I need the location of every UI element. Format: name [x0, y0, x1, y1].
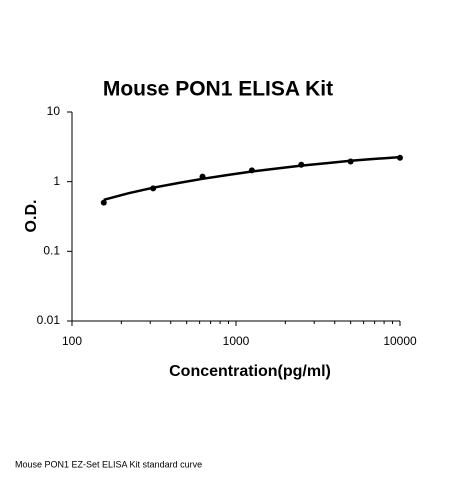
data-point: [298, 161, 305, 168]
fit-curve: [103, 155, 401, 202]
x-tick-label: 10000: [383, 334, 417, 348]
data-point: [150, 185, 157, 192]
data-point: [347, 158, 354, 165]
data-point: [397, 154, 403, 161]
x-tick-label: 100: [62, 334, 82, 348]
caption: Mouse PON1 EZ-Set ELISA Kit standard cur…: [15, 459, 202, 469]
data-point: [199, 173, 206, 180]
y-tick-label: 10: [47, 104, 61, 118]
y-axis-label: O.D.: [23, 200, 40, 233]
x-tick-label: 1000: [223, 334, 250, 348]
y-tick-label: 1: [53, 174, 60, 188]
data-point: [248, 167, 255, 174]
y-tick-label: 0.1: [43, 244, 60, 258]
y-tick-label: 0.01: [37, 313, 61, 327]
chart-title: Mouse PON1 ELISA Kit: [103, 78, 333, 101]
data-point: [100, 199, 107, 206]
x-axis-label: Concentration(pg/ml): [169, 363, 331, 380]
